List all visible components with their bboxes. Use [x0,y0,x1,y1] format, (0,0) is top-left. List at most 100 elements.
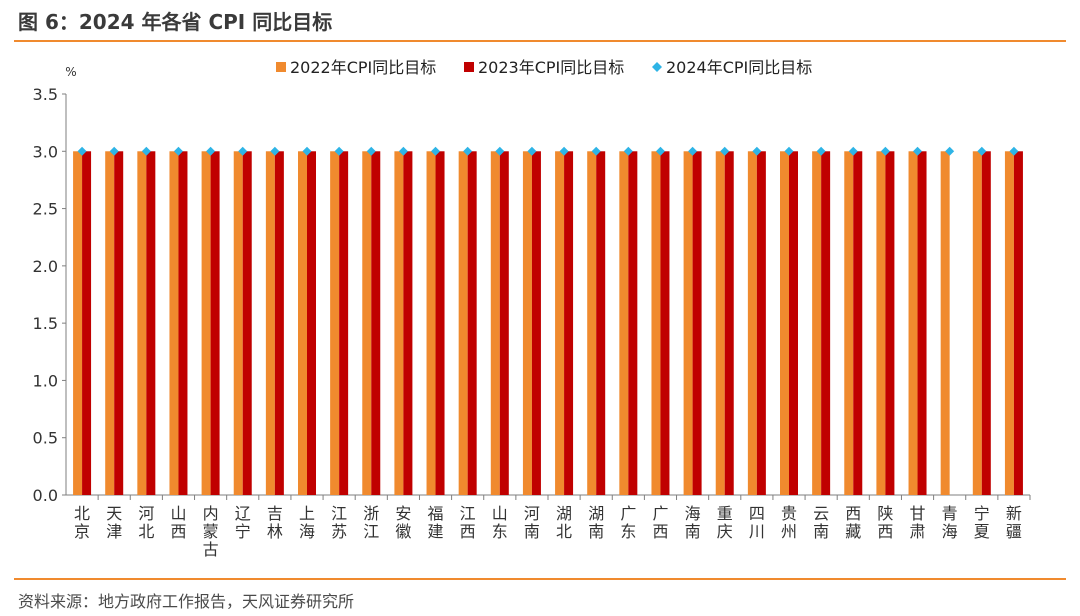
legend-item-0: 2022年CPI同比目标 [276,58,436,77]
top-rule [14,40,1066,42]
bar-2022-4 [201,151,211,495]
figure-title: 图 6：2024 年各省 CPI 同比目标 [18,10,333,34]
marker-2024-23 [816,146,826,156]
bar-2023-16 [596,151,606,495]
legend-label: 2024年CPI同比目标 [666,58,812,77]
x-tick-label: 湖北 [556,504,572,541]
x-tick-label: 四川 [749,504,765,541]
legend-swatch [464,62,474,72]
x-tick-label: 湖南 [588,504,604,541]
marker-2024-14 [527,146,537,156]
marker-2024-16 [591,146,601,156]
x-tick-label: 青海 [942,504,958,541]
bar-2022-16 [587,151,597,495]
x-tick-label: 安徽 [395,504,411,541]
legend-swatch [652,62,662,72]
legend-item-1: 2023年CPI同比目标 [464,58,624,77]
x-tick-label: 宁夏 [974,504,990,541]
x-tick-label: 西藏 [845,504,861,541]
bar-2023-29 [1013,151,1023,495]
bar-2023-15 [564,151,574,495]
x-tick-label: 江西 [460,504,476,541]
marker-2024-20 [720,146,730,156]
bar-2022-11 [426,151,436,495]
bar-2022-13 [490,151,500,495]
bar-2023-2 [146,151,156,495]
bar-2022-10 [394,151,404,495]
x-tick-label: 上海 [299,504,315,541]
marker-2024-8 [334,146,344,156]
x-tick-label: 内蒙古 [203,504,219,559]
x-tick-label: 辽宁 [235,504,251,541]
y-tick-label: 0.0 [33,486,58,505]
bar-2022-19 [683,151,693,495]
marker-2024-28 [977,146,987,156]
x-tick-label: 广东 [620,504,636,541]
bar-2023-26 [917,151,927,495]
bar-2022-22 [780,151,789,495]
x-tick-label: 河南 [524,504,540,541]
marker-2024-24 [848,146,858,156]
bar-2022-14 [522,151,532,495]
bar-2022-21 [747,151,757,495]
bar-2022-23 [812,151,822,495]
marker-2024-19 [688,146,698,156]
bar-2022-17 [619,151,629,495]
bar-2023-5 [242,151,252,495]
cpi-target-chart: 2022年CPI同比目标 2023年CPI同比目标 2024年CPI同比目标 % 0… [33,58,1031,559]
y-tick-label: 1.0 [33,371,58,390]
y-tick-label: 3.5 [33,85,58,104]
marker-2024-29 [1009,146,1019,156]
bar-2023-23 [821,151,831,495]
bar-2022-25 [876,151,886,495]
x-tick-label: 河北 [138,504,154,541]
marker-2024-3 [173,146,183,156]
bar-2022-24 [844,151,854,495]
bar-2023-20 [724,151,734,495]
bar-2022-3 [169,151,179,495]
x-tick-label: 天津 [106,504,122,541]
marker-2024-25 [880,146,890,156]
marker-2024-21 [752,146,762,156]
x-tick-label: 海南 [685,504,701,541]
x-tick-label: 重庆 [717,504,733,541]
bar-2023-17 [628,151,638,495]
marker-2024-22 [784,146,794,156]
bar-2022-29 [1004,151,1014,495]
marker-2024-6 [270,146,280,156]
x-tick-label: 新疆 [1006,504,1022,541]
bar-2023-25 [885,151,895,495]
bar-2022-7 [298,151,307,495]
bar-2022-28 [972,151,982,495]
x-tick-label: 山西 [170,504,186,541]
y-tick-label: 1.5 [33,314,58,333]
marker-2024-18 [655,146,665,156]
marker-2024-26 [913,146,923,156]
bar-2022-8 [330,151,340,495]
x-tick-label: 福建 [428,504,444,541]
bar-2023-8 [339,151,349,495]
bar-2023-11 [435,151,445,495]
marker-2024-5 [238,146,248,156]
bar-2022-9 [362,151,372,495]
bar-2023-6 [274,151,284,495]
legend-label: 2023年CPI同比目标 [478,58,624,77]
bar-2023-12 [467,151,477,495]
bar-2023-22 [789,151,798,495]
bar-2023-7 [307,151,316,495]
source-note: 资料来源：地方政府工作报告，天风证券研究所 [18,592,355,611]
marker-2024-13 [495,146,505,156]
bar-2022-1 [105,151,115,495]
y-tick-label: 2.5 [33,200,58,219]
x-tick-label: 广西 [652,504,668,541]
marker-2024-7 [302,146,312,156]
bar-2022-15 [555,151,565,495]
x-tick-label: 山东 [492,504,508,541]
y-tick-label: 2.0 [33,257,58,276]
bar-2023-0 [82,151,92,495]
bar-2023-10 [403,151,413,495]
bar-2023-14 [531,151,541,495]
bar-2022-0 [73,151,83,495]
y-axis-unit: % [65,65,76,79]
legend-label: 2022年CPI同比目标 [290,58,436,77]
